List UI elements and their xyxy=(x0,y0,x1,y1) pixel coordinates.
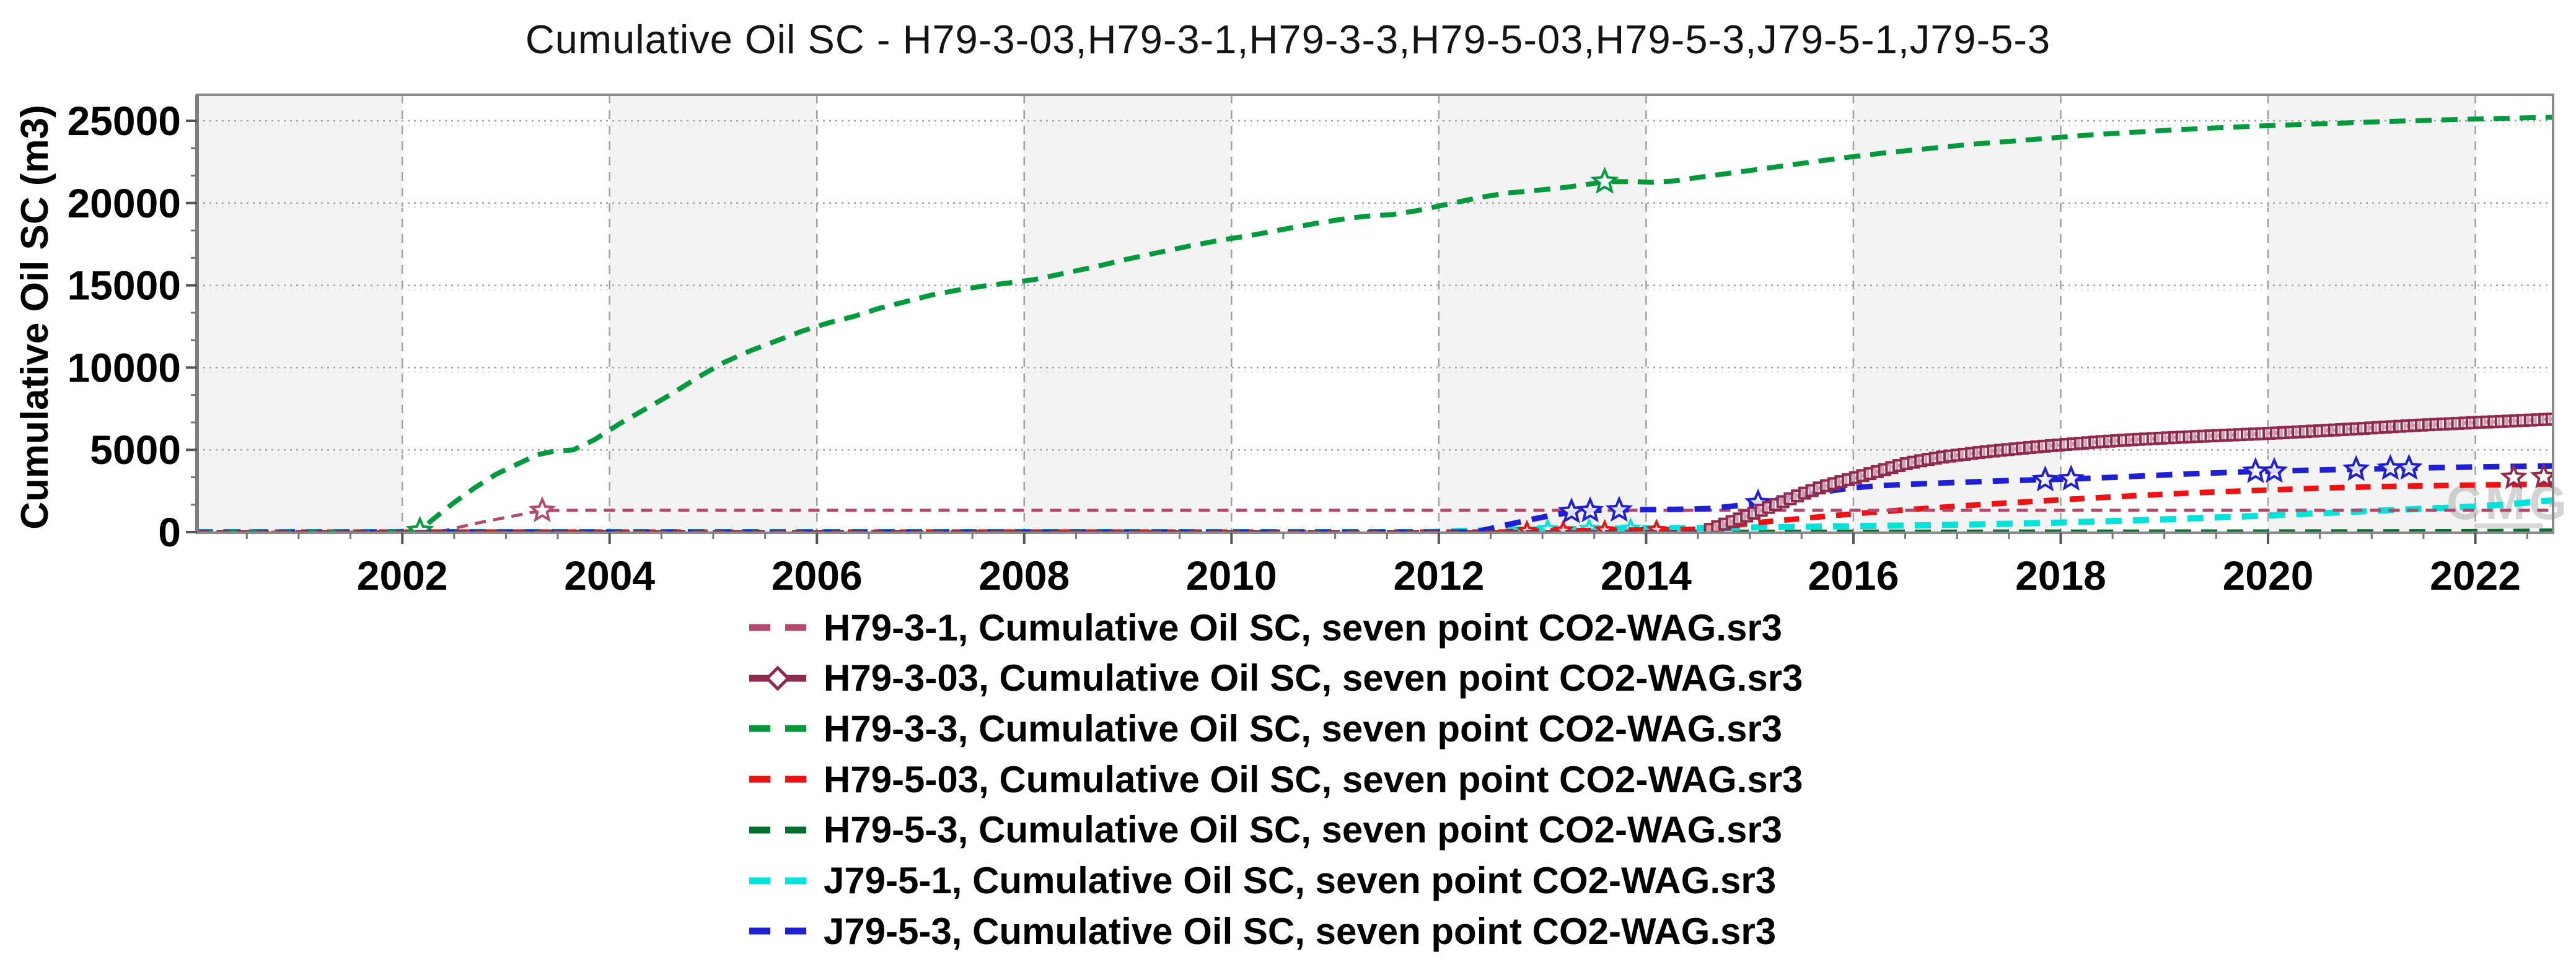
x-tick-label-2018: 2018 xyxy=(2015,553,2106,598)
plot-area-series xyxy=(197,115,2553,533)
x-tick-label-2006: 2006 xyxy=(771,553,863,598)
star-marker-H79-3-03 xyxy=(2530,462,2553,489)
legend-swatch-H79-3-03 xyxy=(749,665,806,691)
legend-item-H79-5-03[interactable]: H79-5-03, Cumulative Oil SC, seven point… xyxy=(747,754,1803,805)
gridlines xyxy=(197,95,2553,533)
y-tick-label-0: 0 xyxy=(158,509,181,555)
legend-swatch-J79-5-1 xyxy=(749,877,806,884)
star-marker-J79-5-3 xyxy=(1576,496,1604,523)
series-H79-5-03 xyxy=(197,481,2553,533)
legend-label-H79-5-3: H79-5-3, Cumulative Oil SC, seven point … xyxy=(824,809,1783,851)
legend-swatch-H79-5-03 xyxy=(749,776,806,783)
chart-title: Cumulative Oil SC - H79-3-03,H79-3-1,H79… xyxy=(525,17,2051,62)
y-tick-label-5000: 5000 xyxy=(90,427,181,473)
star-marker-J79-5-3 xyxy=(2031,465,2059,492)
legend-label-H79-5-03: H79-5-03, Cumulative Oil SC, seven point… xyxy=(824,758,1803,800)
band-2004 xyxy=(609,95,817,533)
legend-swatch-H79-3-3 xyxy=(749,725,806,732)
star-marker-J79-5-3 xyxy=(1605,496,1633,522)
star-marker-H79-5-03 xyxy=(1552,519,1574,533)
band-2000 xyxy=(197,95,403,533)
star-marker-H79-3-3 xyxy=(1590,167,1619,194)
band-2020 xyxy=(2268,95,2476,533)
legend-swatch-H79-5-3 xyxy=(749,826,806,834)
legend-swatch-J79-5-3 xyxy=(749,927,806,935)
star-marker-H79-5-03 xyxy=(1594,518,1615,533)
x-tick-label-2016: 2016 xyxy=(1808,553,1899,598)
y-tick-label-25000: 25000 xyxy=(67,98,181,144)
series-line-H79-5-03[interactable] xyxy=(197,481,2553,533)
series-H79-3-1 xyxy=(197,496,2553,533)
series-line-H79-3-1[interactable] xyxy=(197,509,2553,533)
star-marker-H79-3-1 xyxy=(528,496,556,523)
legend-marker-sample xyxy=(765,665,791,691)
legend-item-H79-5-3[interactable]: H79-5-3, Cumulative Oil SC, seven point … xyxy=(747,805,1782,855)
legend-label-H79-3-03: H79-3-03, Cumulative Oil SC, seven point… xyxy=(824,657,1803,699)
plot-area[interactable] xyxy=(197,95,2553,533)
x-tick-label-2012: 2012 xyxy=(1393,553,1484,598)
legend-item-J79-5-1[interactable]: J79-5-1, Cumulative Oil SC, seven point … xyxy=(747,855,1776,906)
band-2008 xyxy=(1024,95,1232,533)
legend-item-H79-3-1[interactable]: H79-3-1, Cumulative Oil SC, seven point … xyxy=(747,602,1782,653)
axes-ticks: 0 5000 10000 15000 20000 25000 2002 2004 2006 200… xyxy=(67,98,2528,598)
x-tick-label-2014: 2014 xyxy=(1601,553,1692,598)
x-tick-label-2004: 2004 xyxy=(564,553,655,598)
x-tick-label-2008: 2008 xyxy=(978,553,1070,598)
x-tick-label-2022: 2022 xyxy=(2430,553,2521,598)
series-line-J79-5-3[interactable] xyxy=(197,463,2553,533)
y-tick-label-20000: 20000 xyxy=(67,180,181,226)
star-marker-J79-5-3 xyxy=(2057,465,2085,491)
star-marker-J79-5-3 xyxy=(2260,457,2288,483)
x-tick-label-2020: 2020 xyxy=(2223,553,2314,598)
legend-item-H79-3-3[interactable]: H79-3-3, Cumulative Oil SC, seven point … xyxy=(747,703,1782,754)
series-H79-3-3 xyxy=(197,115,2553,533)
y-tick-label-10000: 10000 xyxy=(67,344,181,390)
star-marker-H79-5-03 xyxy=(1516,519,1538,533)
legend-item-H79-3-03[interactable]: H79-3-03, Cumulative Oil SC, seven point… xyxy=(747,653,1803,704)
legend-item-J79-5-3[interactable]: J79-5-3, Cumulative Oil SC, seven point … xyxy=(747,906,1776,956)
background-bands xyxy=(197,95,2476,533)
band-2012 xyxy=(1438,95,1646,533)
series-line-H79-3-3[interactable] xyxy=(197,115,2553,533)
cmg-watermark-underline xyxy=(2474,523,2543,528)
star-marker-H79-3-3 xyxy=(405,515,434,533)
legend-label-J79-5-3: J79-5-3, Cumulative Oil SC, seven point … xyxy=(824,910,1777,952)
x-tick-label-2002: 2002 xyxy=(357,553,448,598)
y-tick-label-15000: 15000 xyxy=(67,263,181,308)
series-H79-3-03 xyxy=(197,413,2553,533)
legend-label-H79-3-3: H79-3-3, Cumulative Oil SC, seven point … xyxy=(824,707,1783,750)
star-marker-J79-5-3 xyxy=(2395,453,2423,480)
legend-label-J79-5-1: J79-5-1, Cumulative Oil SC, seven point … xyxy=(824,860,1777,901)
x-tick-label-2010: 2010 xyxy=(1186,553,1277,598)
legend-swatch-H79-3-1 xyxy=(749,624,806,631)
star-marker-J79-5-3 xyxy=(2342,455,2370,481)
star-marker-H79-3-03 xyxy=(2500,463,2528,489)
series-markers-H79-3-03 xyxy=(1703,413,2553,533)
legend-label-H79-3-1: H79-3-1, Cumulative Oil SC, seven point … xyxy=(824,606,1783,649)
star-marker-H79-5-03 xyxy=(1645,518,1668,533)
